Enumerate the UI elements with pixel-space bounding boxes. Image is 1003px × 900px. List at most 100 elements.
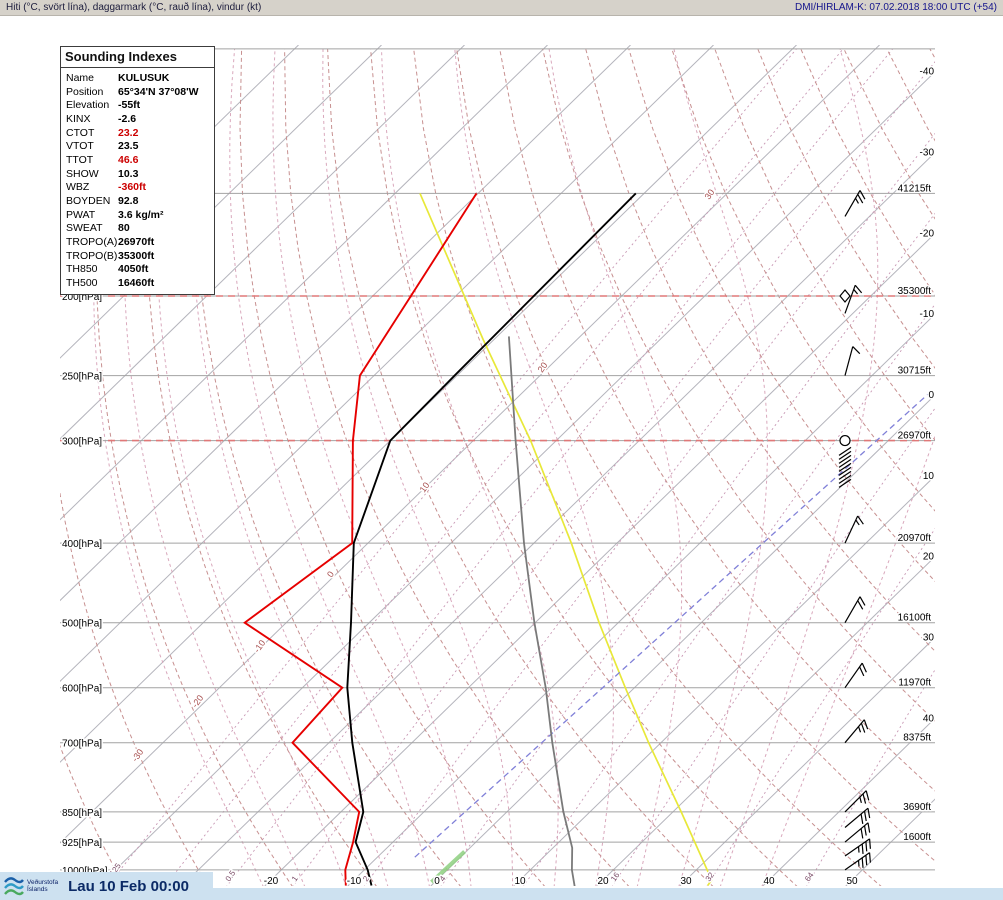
dry-adiabat — [145, 48, 377, 886]
dry-adiabat — [60, 48, 209, 886]
isotherm-label: -10 — [920, 309, 935, 320]
pressure-label: 500[hPa] — [62, 619, 102, 630]
wind-symbol-hatch — [838, 446, 852, 488]
index-value: 10.3 — [118, 167, 139, 180]
index-value: 26970ft — [118, 236, 155, 249]
index-row: Name KULUSUK — [61, 71, 214, 85]
pressure-label: 250[hPa] — [62, 372, 102, 383]
wind-barb — [844, 515, 864, 544]
dry-adiabat — [239, 48, 546, 886]
altitude-label: 8375ft — [903, 733, 931, 744]
moist-adiabat — [673, 48, 768, 886]
index-row: KINX -2.6 — [61, 112, 214, 126]
index-value: 65°34'N 37°08'W — [118, 85, 199, 98]
dry-adiabat — [95, 48, 293, 886]
index-label: VTOT — [66, 140, 94, 153]
standard-atmosphere-line — [508, 336, 576, 886]
temp-axis-label: 0 — [434, 876, 440, 887]
isotherm — [60, 45, 714, 683]
dry-adiabat — [800, 48, 935, 296]
index-value: 80 — [118, 222, 130, 235]
legend-bar: Hiti (°C, svört lína), daggarmark (°C, r… — [0, 0, 1003, 16]
adiabat-label: -10 — [252, 638, 268, 654]
index-label: PWAT — [66, 208, 96, 221]
moist-adiabat — [229, 48, 430, 886]
pressure-label: 700[hPa] — [62, 739, 102, 750]
isotherm — [264, 232, 935, 886]
index-label: WBZ — [66, 181, 90, 194]
panel-rows: Name KULUSUK Position 65°34'N 37°08'W Elevat… — [61, 68, 214, 294]
dry-adiabat — [628, 48, 935, 582]
index-row: TTOT 46.6 — [61, 153, 214, 167]
wind-barb — [844, 790, 870, 813]
index-row: SHOW 10.3 — [61, 167, 214, 181]
dry-adiabat — [886, 48, 935, 142]
wind-barb — [844, 596, 866, 624]
adiabat-label: -30 — [130, 747, 146, 763]
wind-barb — [844, 852, 871, 871]
altitude-label: 3690ft — [903, 802, 931, 813]
index-label: TROPO(B) — [66, 249, 118, 262]
moist-adiabat — [719, 48, 879, 886]
altitude-label: 20970ft — [898, 533, 932, 544]
isotherm — [762, 717, 935, 886]
index-row: TH500 16460ft — [61, 276, 214, 290]
index-row: TROPO(A) 26970ft — [61, 235, 214, 249]
dry-adiabat — [60, 744, 125, 886]
isotherm — [60, 45, 465, 440]
mixing-ratio-line — [363, 132, 935, 886]
adiabat-label: 20 — [536, 360, 550, 374]
dry-adiabat — [542, 48, 935, 722]
wind-barb — [844, 807, 871, 828]
footer-strip — [0, 888, 1003, 900]
dewpoint-line — [243, 192, 478, 886]
dry-adiabat — [929, 48, 935, 60]
index-value: 23.5 — [118, 140, 139, 153]
index-label: Name — [66, 71, 95, 84]
pressure-label: 925[hPa] — [62, 838, 102, 849]
index-label: SHOW — [66, 167, 99, 180]
index-value: 16460ft — [118, 277, 155, 290]
mixing-ratio-label: 64 — [803, 870, 816, 883]
dry-adiabat — [456, 48, 935, 862]
index-value: 4050ft — [118, 263, 149, 276]
background-grid — [60, 45, 935, 886]
moist-adiabat — [381, 48, 559, 886]
isotherm — [60, 45, 382, 359]
index-row: Elevation -55ft — [61, 98, 214, 112]
moist-adiabat — [322, 48, 514, 886]
mixing-ratio-line — [164, 48, 844, 886]
adiabat-label: 30 — [703, 187, 717, 201]
pressure-label: 300[hPa] — [62, 437, 102, 448]
dry-adiabat — [327, 48, 714, 886]
dry-adiabat — [284, 48, 630, 886]
wind-barb — [844, 284, 863, 314]
adiabat-label: 0 — [325, 569, 336, 579]
index-row: TROPO(B) 35300ft — [61, 249, 214, 263]
isotherm — [60, 45, 880, 844]
yellow-reference-line — [419, 193, 713, 886]
moist-adiabat — [123, 48, 306, 886]
index-value: KULUSUK — [118, 71, 170, 84]
mixing-ratio-line — [106, 48, 797, 886]
index-label: TH500 — [66, 277, 98, 290]
mixing-ratio-label: 0.5 — [224, 868, 238, 883]
index-label: TROPO(A) — [66, 236, 118, 249]
index-row: Position 65°34'N 37°08'W — [61, 85, 214, 99]
moist-adiabat — [761, 434, 935, 886]
mixing-ratio-line — [806, 668, 935, 886]
sounding-indexes-panel: Sounding Indexes Name KULUSUK Position 65°3… — [60, 46, 215, 295]
index-label: TH850 — [66, 263, 98, 276]
legend-text: Hiti (°C, svört lína), daggarmark (°C, r… — [6, 2, 262, 13]
sounding-traces — [243, 192, 934, 886]
index-value: -360ft — [118, 181, 147, 194]
pressure-label: 400[hPa] — [62, 539, 102, 550]
isotherm — [347, 313, 935, 886]
logo-text: Veðurstofa Íslands — [27, 879, 58, 893]
mixing-ratio-line — [292, 61, 935, 886]
index-value: 92.8 — [118, 195, 139, 208]
mixing-ratio-line — [523, 303, 935, 886]
moist-adiabat — [454, 48, 614, 886]
mixing-ratio-line — [706, 527, 935, 886]
index-label: KINX — [66, 112, 91, 125]
